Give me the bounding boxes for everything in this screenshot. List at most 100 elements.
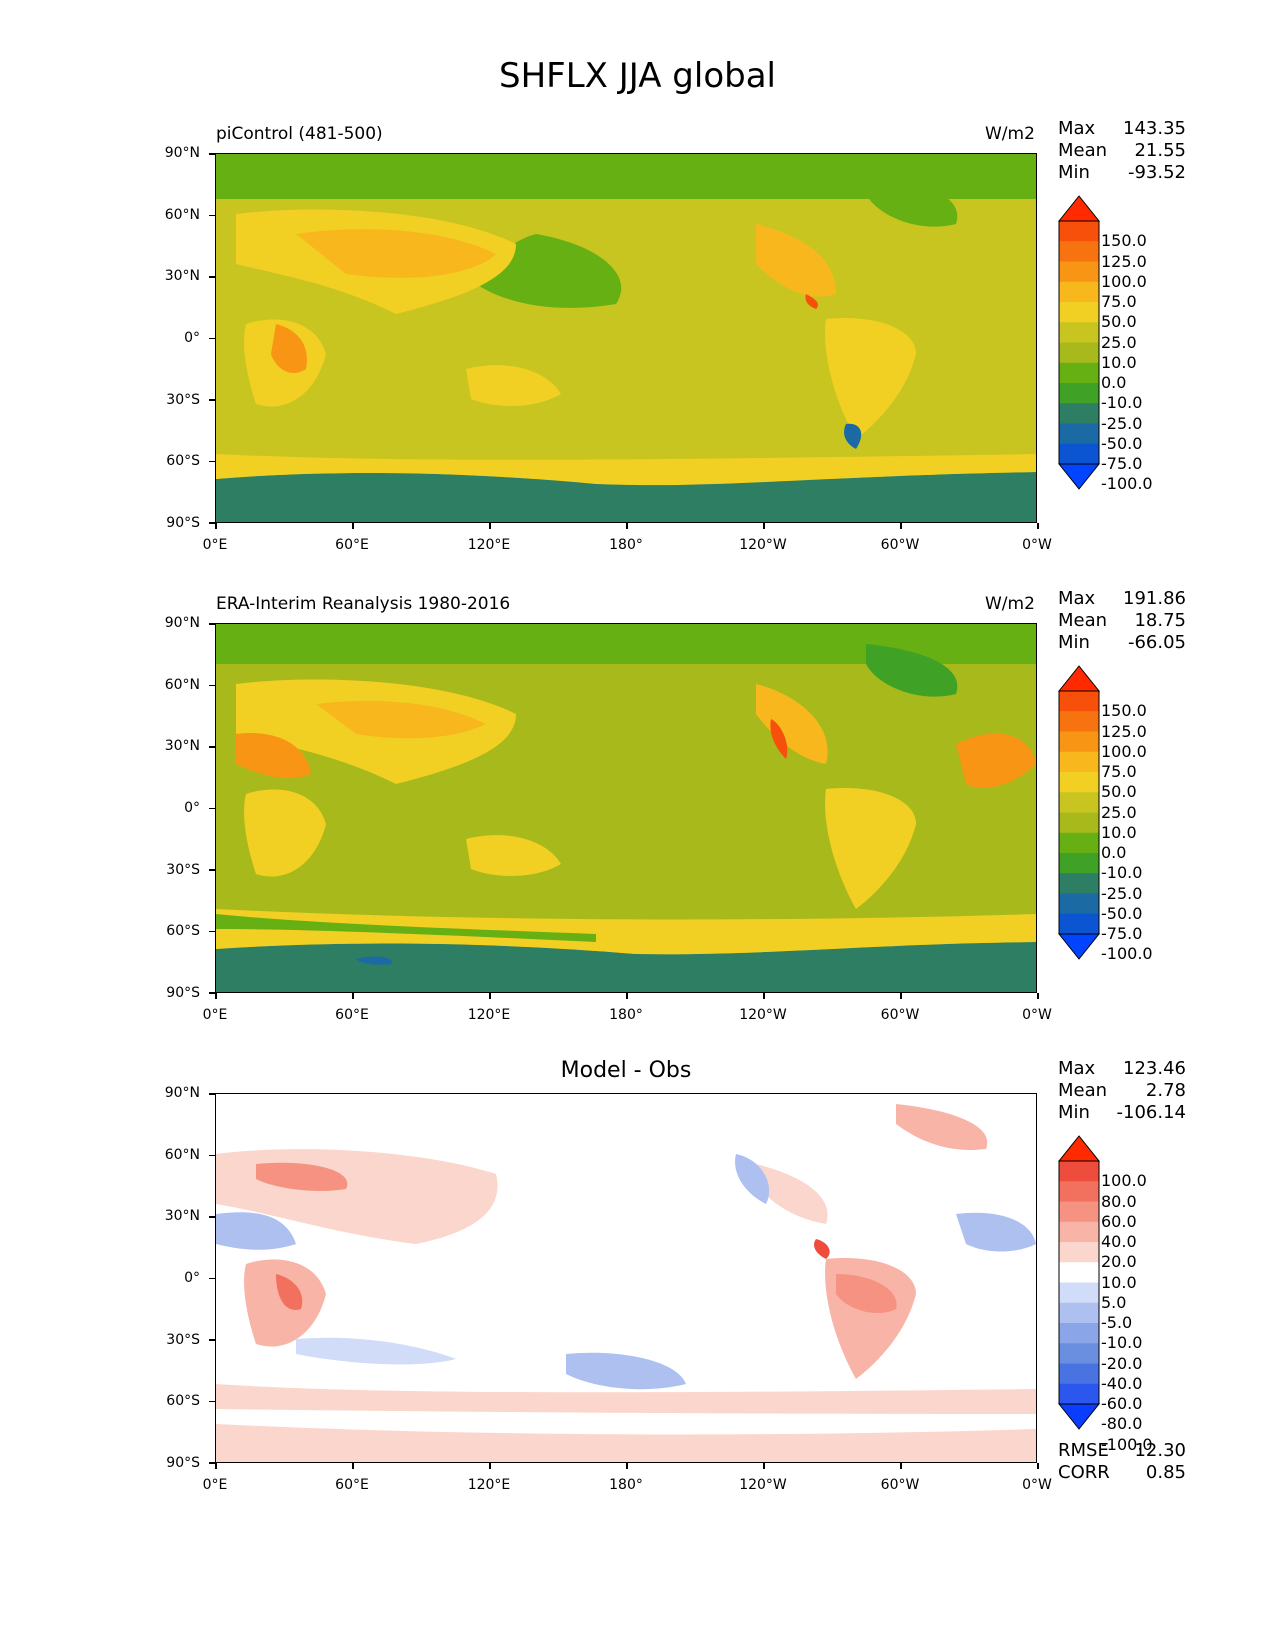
colorbar-tick-label: 100.0 <box>1101 1171 1147 1191</box>
lat-tick <box>209 337 215 339</box>
colorbar-extend-max <box>1058 665 1101 692</box>
panel-label-left: ERA-Interim Reanalysis 1980-2016 <box>216 594 511 614</box>
panel-units-label: W/m2 <box>985 124 1035 144</box>
stat-max-value: 123.46 <box>1123 1058 1186 1079</box>
colorbar-tick-label: 20.0 <box>1101 1252 1137 1272</box>
colorbar-tick-label: 150.0 <box>1101 701 1147 721</box>
lat-label: 90°N <box>164 615 200 631</box>
colorbar-segment <box>1059 1262 1099 1283</box>
lon-tick <box>1037 993 1039 999</box>
colorbar-segment <box>1059 362 1099 384</box>
lon-label: 120°W <box>739 537 787 553</box>
colorbar-segment <box>1059 873 1099 894</box>
colorbar-segment <box>1059 1323 1099 1344</box>
lat-tick <box>209 1462 215 1464</box>
lat-label: 60°S <box>166 1393 200 1409</box>
colorbar-tick-label: -10.0 <box>1101 1333 1143 1353</box>
lat-tick <box>209 869 215 871</box>
lon-label: 120°E <box>467 1477 511 1493</box>
lat-tick <box>209 1339 215 1341</box>
colorbar-segment <box>1059 792 1099 813</box>
colorbar-segment <box>1059 383 1099 404</box>
colorbar-segment <box>1059 772 1099 793</box>
lon-label: 120°E <box>467 1007 511 1023</box>
colorbar-segment <box>1059 221 1099 242</box>
lon-tick <box>489 993 491 999</box>
colorbar-segment <box>1059 1242 1099 1263</box>
lat-label: 30°S <box>166 1332 200 1348</box>
lon-tick <box>626 1463 628 1469</box>
colorbar-tick-label: 0.0 <box>1101 843 1127 862</box>
colorbar-segment <box>1059 1221 1099 1243</box>
lon-label: 60°W <box>880 537 920 553</box>
lat-label: 30°S <box>166 392 200 408</box>
colorbar-tick-label: 25.0 <box>1101 332 1137 352</box>
colorbar-tick-label: 125.0 <box>1101 721 1147 741</box>
colorbar-segment <box>1059 1302 1099 1324</box>
stat-max-label: Max <box>1058 1058 1096 1079</box>
metrics-box: RMSE 12.30 CORR 0.85 <box>1058 1440 1186 1484</box>
stat-mean-label: Mean <box>1058 610 1108 631</box>
colorbar-tick-label: 100.0 <box>1101 271 1147 291</box>
lon-tick <box>489 523 491 529</box>
colorbar-outline <box>1058 1160 1100 1405</box>
stat-max-label: Max <box>1058 118 1096 139</box>
colorbar-segment <box>1059 302 1099 323</box>
colorbar-segment <box>1059 1383 1099 1405</box>
colorbar-tick-label: -5.0 <box>1101 1313 1133 1332</box>
lat-tick <box>209 807 215 809</box>
lat-label: 90°N <box>164 145 200 161</box>
lon-tick <box>763 993 765 999</box>
colorbar-tick-label: 10.0 <box>1101 1272 1137 1292</box>
stat-max-value: 191.86 <box>1123 588 1186 609</box>
colorbar-extend-max <box>1058 1135 1101 1162</box>
colorbar-segment <box>1059 731 1099 753</box>
lat-tick <box>209 214 215 216</box>
map-svg <box>216 624 1036 992</box>
colorbar-extend-min <box>1058 1403 1101 1430</box>
lon-label: 0°E <box>202 537 228 553</box>
lat-tick <box>209 460 215 462</box>
lat-label: 90°S <box>166 985 200 1001</box>
lon-label: 0°E <box>202 1477 228 1493</box>
lon-tick <box>215 1463 217 1469</box>
lon-tick <box>352 1463 354 1469</box>
lat-tick <box>209 522 215 524</box>
colorbar-segment <box>1059 711 1099 732</box>
colorbar-extend-max <box>1058 195 1101 222</box>
lat-label: 60°N <box>164 1147 200 1163</box>
panel-label-left: piControl (481-500) <box>216 124 383 144</box>
colorbar-segment <box>1059 241 1099 262</box>
colorbar-segment <box>1059 1161 1099 1182</box>
lon-label: 180° <box>609 1477 643 1493</box>
colorbar <box>1058 195 1101 490</box>
colorbar-segment <box>1059 751 1099 773</box>
colorbar-tick-label: 80.0 <box>1101 1191 1137 1211</box>
lon-label: 60°W <box>880 1477 920 1493</box>
colorbar-tick-label: 150.0 <box>1101 231 1147 251</box>
colorbar-tick-label: -75.0 <box>1101 454 1143 473</box>
map-svg <box>216 1094 1036 1462</box>
stat-max-value: 143.35 <box>1123 118 1186 139</box>
lat-tick <box>209 684 215 686</box>
lon-label: 180° <box>609 1007 643 1023</box>
colorbar-tick-label: -75.0 <box>1101 924 1143 943</box>
colorbar-outline <box>1058 220 1100 465</box>
lon-label: 60°E <box>335 537 369 553</box>
map-plot <box>215 1093 1037 1463</box>
stats-box: Max 123.46 Mean 2.78 Min -106.14 <box>1058 1058 1186 1124</box>
lon-label: 120°W <box>739 1477 787 1493</box>
lat-label: 30°N <box>164 738 200 754</box>
colorbar-tick-label: 75.0 <box>1101 762 1137 781</box>
colorbar-tick-label: 40.0 <box>1101 1232 1137 1251</box>
colorbar-tick-label: 10.0 <box>1101 352 1137 372</box>
lat-tick <box>209 276 215 278</box>
colorbar-segment <box>1059 1201 1099 1223</box>
lat-label: 60°S <box>166 923 200 939</box>
colorbar-segment <box>1059 893 1099 915</box>
lon-label: 0°W <box>1022 1477 1052 1493</box>
colorbar-segment <box>1059 1343 1099 1364</box>
lat-label: 0° <box>184 800 200 816</box>
lat-label: 60°S <box>166 453 200 469</box>
lon-label: 120°W <box>739 1007 787 1023</box>
